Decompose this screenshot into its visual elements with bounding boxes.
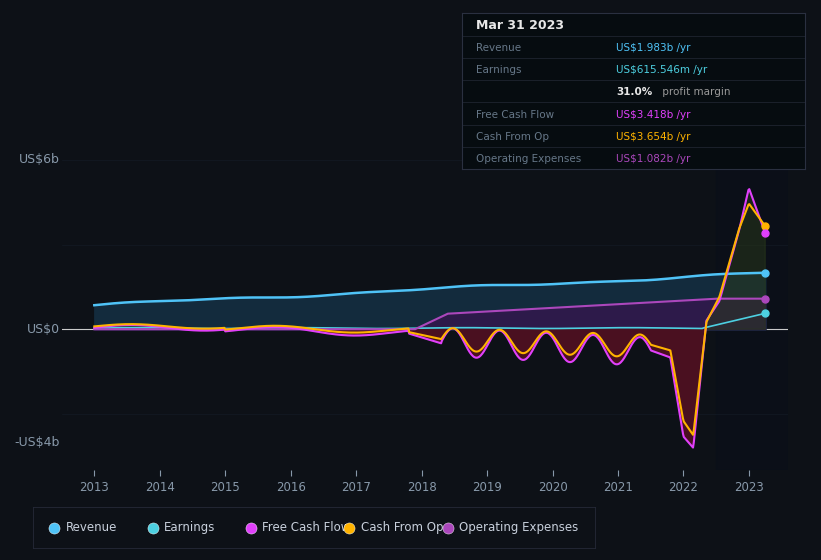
Bar <box>716 137 788 470</box>
Text: Earnings: Earnings <box>164 521 215 534</box>
Text: US$3.418b /yr: US$3.418b /yr <box>617 110 690 120</box>
Text: 31.0%: 31.0% <box>617 87 653 97</box>
Text: Operating Expenses: Operating Expenses <box>459 521 578 534</box>
Text: Revenue: Revenue <box>476 43 521 53</box>
Text: US$3.654b /yr: US$3.654b /yr <box>617 132 690 142</box>
Text: US$1.082b /yr: US$1.082b /yr <box>617 154 690 164</box>
Text: US$1.983b /yr: US$1.983b /yr <box>617 43 690 53</box>
Text: Free Cash Flow: Free Cash Flow <box>262 521 351 534</box>
Text: profit margin: profit margin <box>659 87 731 97</box>
Text: Mar 31 2023: Mar 31 2023 <box>476 19 564 32</box>
Text: Revenue: Revenue <box>66 521 117 534</box>
Text: US$6b: US$6b <box>19 153 60 166</box>
Text: -US$4b: -US$4b <box>15 436 60 449</box>
Text: US$615.546m /yr: US$615.546m /yr <box>617 65 708 75</box>
Text: Earnings: Earnings <box>476 65 521 75</box>
Text: Free Cash Flow: Free Cash Flow <box>476 110 554 120</box>
Text: Cash From Op: Cash From Op <box>360 521 443 534</box>
Text: Operating Expenses: Operating Expenses <box>476 154 581 164</box>
Text: US$0: US$0 <box>27 323 60 335</box>
Text: Cash From Op: Cash From Op <box>476 132 549 142</box>
